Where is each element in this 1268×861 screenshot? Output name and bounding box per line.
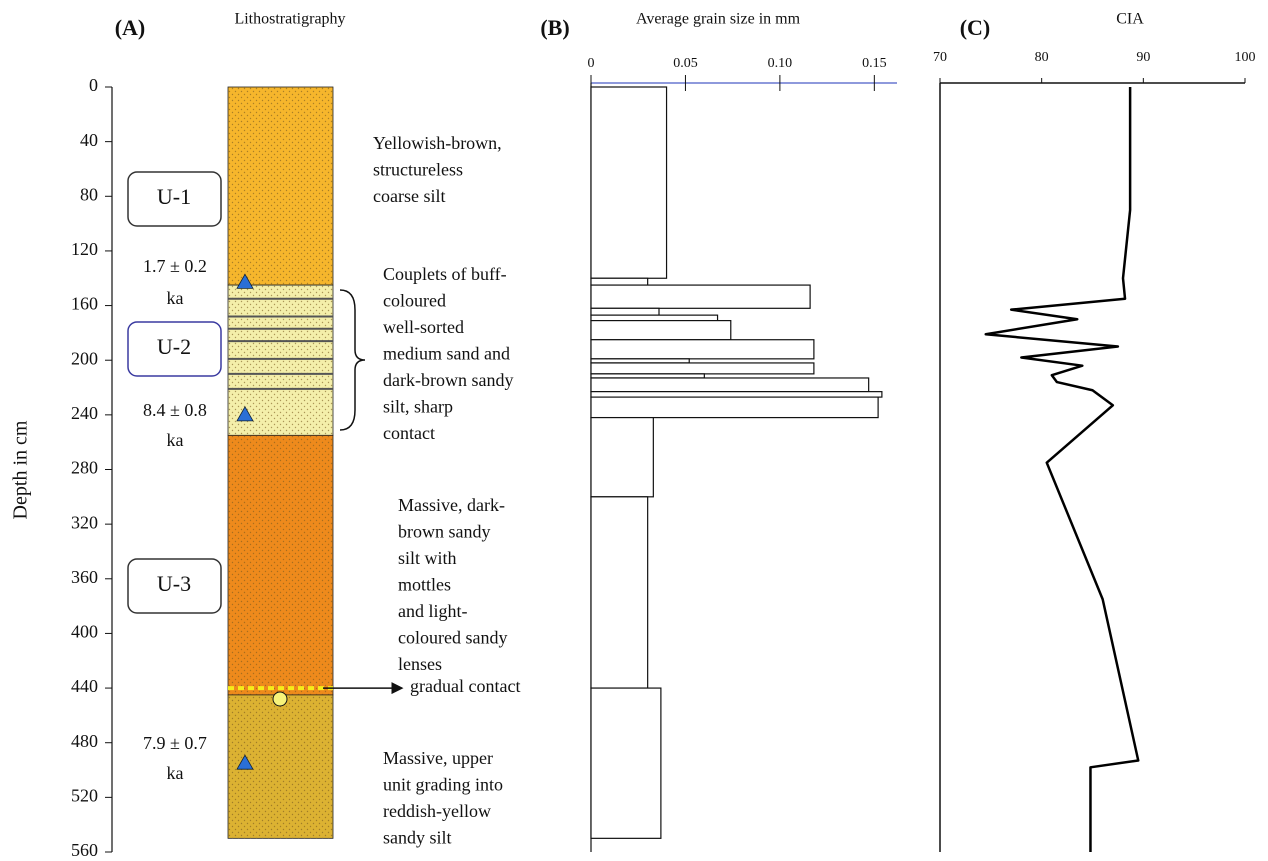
x-tick-label: 80 [1035,50,1049,65]
bar [591,688,661,838]
bar [591,340,814,359]
age-label: ka [167,288,184,308]
description: silt, sharp [383,397,453,417]
y-tick-label: 320 [71,512,98,532]
unit-label: U-3 [157,571,191,596]
panel-title: Lithostratigraphy [234,11,345,28]
y-tick-label: 160 [71,294,98,314]
panel-label: (A) [115,15,146,40]
description: unit grading into [383,775,503,795]
y-tick-label: 360 [71,567,98,587]
bar [591,278,648,285]
description: Massive, dark- [398,495,505,515]
y-tick-label: 200 [71,348,98,368]
y-tick-label: 80 [80,184,98,204]
description: brown sandy [398,522,491,542]
panel-label: (C) [960,15,991,40]
description: Yellowish-brown, [373,133,502,153]
bar [591,87,667,278]
age-label: ka [167,763,184,783]
y-tick-label: 120 [71,239,98,259]
y-tick-label: 280 [71,458,98,478]
figure: (A) Lithostratigraphy Depth in cm (B) Av… [0,0,1268,861]
description: coloured [383,291,446,311]
description: mottles [398,575,451,595]
bar [591,363,814,374]
panel-title: Average grain size in mm [636,11,801,28]
description: coarse silt [373,186,445,206]
unit-label: U-2 [157,334,191,359]
layer-pattern [228,435,333,695]
y-tick-label: 520 [71,785,98,805]
x-tick-label: 0.15 [862,56,887,71]
y-tick-label: 0 [89,75,98,95]
description: silt with [398,548,457,568]
layer-pattern [228,87,333,285]
brace [340,290,365,430]
x-tick-label: 0.10 [768,56,793,71]
y-tick-label: 40 [80,130,98,150]
x-tick-label: 0 [588,56,595,71]
unit-label: U-1 [157,184,191,209]
bar [591,378,869,392]
bar [591,321,731,340]
y-tick-label: 480 [71,731,98,751]
description: well-sorted [383,317,464,337]
description: contact [383,423,435,443]
y-tick-label: 400 [71,622,98,642]
age-label: 8.4 ± 0.8 [143,400,207,420]
x-tick-label: 0.05 [673,56,698,71]
contact-label: gradual contact [410,676,520,696]
y-tick-label: 240 [71,403,98,423]
description: structureless [373,160,463,180]
description: lenses [398,654,442,674]
x-tick-label: 100 [1235,50,1256,65]
description: medium sand and [383,344,510,364]
sample-circle [273,692,287,706]
bar [591,397,878,417]
age-label: 1.7 ± 0.2 [143,256,207,276]
age-label: ka [167,430,184,450]
x-tick-label: 90 [1136,50,1150,65]
x-tick-label: 70 [933,50,947,65]
description: Couplets of buff- [383,264,507,284]
bar [591,315,718,320]
bar [591,374,704,378]
y-axis-label: Depth in cm [10,420,32,519]
age-label: 7.9 ± 0.7 [143,733,207,753]
bar [591,497,648,688]
description: and light- [398,601,468,621]
cia-line [986,87,1139,852]
y-tick-label: 560 [71,840,98,860]
panel-label: (B) [540,15,569,40]
description: coloured sandy [398,628,507,648]
description: sandy silt [383,828,452,848]
bar [591,308,659,315]
bar [591,418,653,497]
description: Massive, upper [383,748,493,768]
panel-title: CIA [1116,11,1144,28]
y-tick-label: 440 [71,676,98,696]
description: dark-brown sandy [383,370,513,390]
bar [591,285,810,308]
description: reddish-yellow [383,801,491,821]
bar [591,359,689,363]
bar [591,392,882,397]
